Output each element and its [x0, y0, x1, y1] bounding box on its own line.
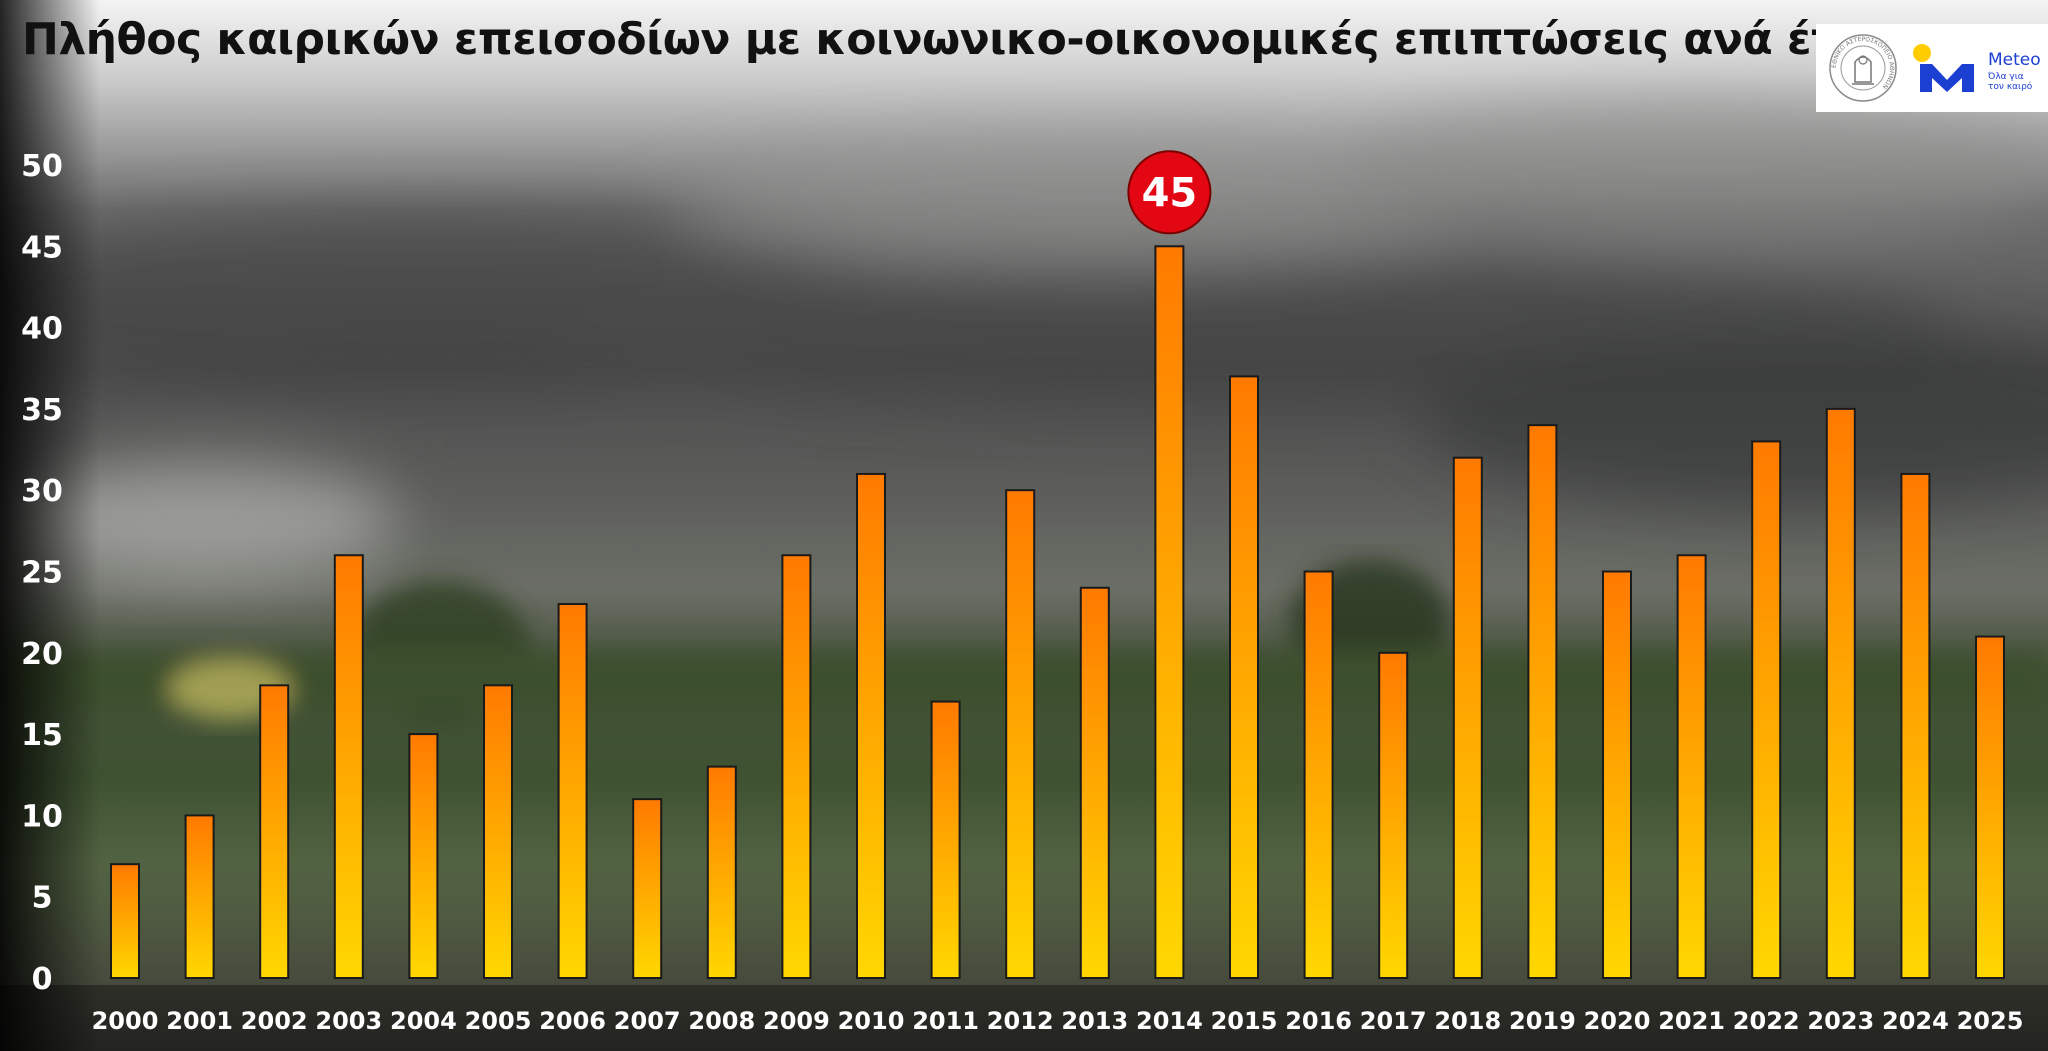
x-tick-label: 2015 [1211, 1007, 1278, 1035]
bar-2003 [333, 554, 364, 979]
bar-2011 [930, 700, 961, 980]
x-tick-label: 2021 [1658, 1007, 1725, 1035]
y-tick-label: 0 [32, 962, 53, 997]
x-axis: 2000 2001 2002 2003 2004 2005 2006 2007 2008 2009… [92, 1007, 2024, 1035]
meteo-logo-tagline: Όλα για τον καιρό [1988, 72, 2032, 92]
bar-2018 [1452, 456, 1483, 979]
bars [110, 245, 2005, 980]
page-title: Πλήθος καιρικών επεισοδίων με κοινωνικο-… [22, 14, 1894, 65]
meteo-tagline-line1: Όλα για [1988, 72, 2024, 82]
y-tick-label: 10 [21, 799, 63, 834]
bar-2016 [1303, 570, 1334, 979]
bar-2007 [632, 798, 663, 980]
x-tick-label: 2024 [1882, 1007, 1949, 1035]
bar-2006 [557, 603, 588, 980]
bar-2019 [1527, 424, 1558, 980]
bar-2000 [110, 863, 140, 979]
y-axis: 0 5 10 15 20 25 30 35 40 45 50 [21, 149, 63, 997]
y-tick-label: 35 [21, 393, 63, 428]
meteo-tagline-line2: τον καιρό [1988, 82, 2033, 92]
bar-2024 [1900, 472, 1931, 979]
observatory-seal-logo: ΕΘΝΙΚΟ ΑΣΤΕΡΟΣΚΟΠΕΙΟ ΑΘΗΝΩΝ [1829, 34, 1897, 102]
x-tick-label: 2010 [838, 1007, 905, 1035]
x-tick-label: 2011 [912, 1007, 979, 1035]
bar-2021 [1676, 554, 1707, 979]
x-tick-label: 2001 [166, 1007, 233, 1035]
bar-2009 [781, 554, 812, 979]
max-value-marker: 45 [1127, 150, 1212, 235]
x-tick-label: 2000 [92, 1007, 159, 1035]
bar-2017 [1378, 651, 1409, 979]
bar-2023 [1825, 407, 1856, 979]
x-tick-label: 2014 [1136, 1007, 1203, 1035]
y-tick-label: 25 [21, 556, 63, 591]
max-value-label: 45 [1142, 170, 1198, 216]
max-value-circle [1127, 150, 1212, 235]
x-tick-label: 2008 [688, 1007, 755, 1035]
bar-2012 [1005, 489, 1036, 979]
y-tick-label: 15 [21, 718, 63, 753]
bar-2002 [259, 684, 290, 979]
bar-2020 [1602, 570, 1632, 979]
bar-2005 [483, 684, 513, 979]
x-tick-label: 2023 [1807, 1007, 1874, 1035]
x-tick-label: 2018 [1434, 1007, 1501, 1035]
bar-2004 [408, 733, 439, 979]
bar-2025 [1975, 635, 2005, 979]
x-tick-label: 2020 [1584, 1007, 1651, 1035]
meteo-logo-mark [1913, 44, 1974, 92]
x-tick-label: 2025 [1957, 1007, 2024, 1035]
meteo-logo-name: Meteo [1988, 50, 2041, 70]
x-tick-label: 2007 [614, 1007, 681, 1035]
y-tick-label: 45 [21, 230, 63, 265]
bar-2013 [1079, 586, 1110, 979]
bar-2010 [856, 472, 886, 979]
logos-panel: ΕΘΝΙΚΟ ΑΣΤΕΡΟΣΚΟΠΕΙΟ ΑΘΗΝΩΝ Meteo Όλα γι… [1816, 24, 2048, 112]
bar-2014 [1154, 245, 1185, 980]
bar-2008 [706, 765, 737, 979]
x-tick-label: 2006 [539, 1007, 606, 1035]
bar-2001 [184, 814, 215, 980]
x-tick-label: 2013 [1061, 1007, 1128, 1035]
y-tick-label: 40 [21, 312, 63, 347]
x-tick-label: 2012 [987, 1007, 1054, 1035]
x-tick-label: 2005 [465, 1007, 532, 1035]
x-tick-label: 2002 [241, 1007, 308, 1035]
x-tick-label: 2022 [1733, 1007, 1800, 1035]
x-tick-label: 2019 [1509, 1007, 1576, 1035]
bar-2015 [1229, 375, 1259, 979]
y-tick-label: 30 [21, 474, 63, 509]
x-tick-label: 2004 [390, 1007, 457, 1035]
y-tick-label: 20 [21, 637, 63, 672]
y-tick-label: 5 [32, 881, 53, 916]
y-tick-label: 50 [21, 149, 63, 184]
x-tick-label: 2016 [1285, 1007, 1352, 1035]
x-tick-label: 2009 [763, 1007, 830, 1035]
x-tick-label: 2003 [315, 1007, 382, 1035]
bar-2022 [1751, 440, 1782, 980]
x-tick-label: 2017 [1360, 1007, 1427, 1035]
